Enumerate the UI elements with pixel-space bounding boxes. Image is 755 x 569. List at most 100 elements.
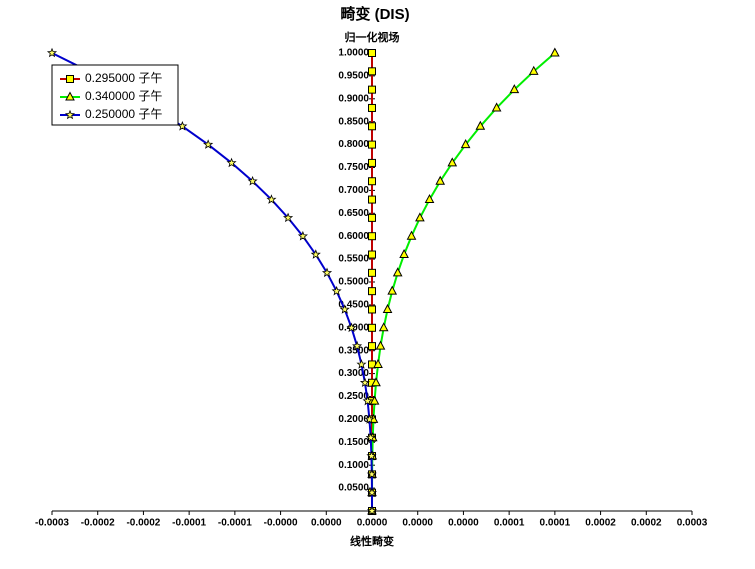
marker <box>368 140 376 149</box>
marker <box>46 47 58 58</box>
marker <box>375 340 386 350</box>
marker <box>368 49 376 57</box>
marker <box>368 342 376 351</box>
y-tick-label: 0.7000 <box>338 185 369 196</box>
marker <box>64 109 76 120</box>
x-tick-label: -0.0000 <box>264 518 298 529</box>
marker <box>406 230 417 240</box>
marker <box>392 267 403 277</box>
marker <box>310 249 321 259</box>
marker <box>368 305 376 314</box>
y-tick-label: 0.9500 <box>338 71 369 82</box>
marker <box>415 212 425 222</box>
marker <box>475 120 486 130</box>
marker <box>368 103 376 112</box>
marker <box>368 287 376 296</box>
marker <box>528 65 539 75</box>
x-tick-label: 0.0002 <box>585 518 616 529</box>
marker <box>509 84 520 94</box>
marker <box>368 85 376 94</box>
x-tick-label: 0.0000 <box>448 518 479 529</box>
y-tick-label: 0.8000 <box>338 139 369 150</box>
marker <box>368 122 376 131</box>
y-tick-label: 0.3000 <box>338 368 369 379</box>
marker <box>368 67 376 76</box>
chart-title: 畸变 (DIS) <box>340 5 409 23</box>
x-tick-label: -0.0002 <box>81 518 115 529</box>
marker <box>366 469 377 479</box>
y-tick-label: 0.2000 <box>338 414 369 425</box>
y-tick-label: 0.0500 <box>338 483 369 494</box>
x-tick-label: 0.0000 <box>402 518 433 529</box>
marker <box>368 323 376 332</box>
marker <box>369 395 380 405</box>
x-tick-label: 0.0001 <box>540 518 571 529</box>
x-tick-label: 0.0002 <box>631 518 662 529</box>
legend-label: 0.295000 子午 <box>85 71 162 85</box>
marker <box>346 322 357 333</box>
marker <box>368 268 376 277</box>
y-tick-label: 0.4500 <box>338 300 369 311</box>
y-tick-label: 1.0000 <box>338 48 369 59</box>
marker <box>373 358 383 368</box>
y-tick-label: 0.2500 <box>338 391 369 402</box>
marker <box>321 267 333 278</box>
marker <box>378 322 389 332</box>
y-tick-label: 0.5000 <box>338 277 369 288</box>
x-tick-label: 0.0003 <box>677 518 708 529</box>
legend-label: 0.250000 子午 <box>85 107 162 121</box>
marker <box>364 414 375 424</box>
marker <box>368 232 376 241</box>
marker <box>366 450 377 461</box>
marker <box>365 432 376 443</box>
x-tick-label: -0.0002 <box>126 518 160 529</box>
series-line <box>371 52 556 512</box>
y-tick-label: 0.9000 <box>338 93 369 104</box>
marker <box>399 248 409 259</box>
marker <box>382 303 393 313</box>
marker <box>368 177 376 186</box>
marker <box>359 377 371 388</box>
marker <box>435 175 446 185</box>
y-axis-label: 归一化视场 <box>345 30 400 44</box>
marker <box>283 212 294 223</box>
x-axis-label: 线性畸变 <box>350 534 394 548</box>
x-tick-label: -0.0001 <box>172 518 206 529</box>
marker <box>356 359 367 369</box>
x-tick-label: -0.0003 <box>35 518 69 529</box>
y-tick-label: 0.8500 <box>338 116 369 127</box>
marker <box>550 47 560 57</box>
marker <box>460 139 471 149</box>
marker <box>366 487 378 497</box>
legend-label: 0.340000 子午 <box>85 89 162 103</box>
marker <box>362 395 373 406</box>
marker <box>66 75 74 83</box>
marker <box>424 193 435 204</box>
marker <box>371 377 381 387</box>
x-tick-label: 0.0000 <box>311 518 342 529</box>
marker <box>297 230 308 241</box>
y-tick-label: 0.5500 <box>338 254 369 265</box>
marker <box>226 157 237 168</box>
marker <box>368 213 376 222</box>
y-tick-label: 0.3500 <box>338 345 369 356</box>
marker <box>65 91 75 101</box>
marker <box>203 139 214 149</box>
marker <box>368 195 376 204</box>
marker <box>447 157 458 167</box>
y-tick-label: 0.1500 <box>338 437 369 448</box>
marker <box>331 285 342 296</box>
y-tick-label: 0.1000 <box>338 460 369 471</box>
marker <box>177 120 188 131</box>
y-tick-label: 0.6500 <box>338 208 369 219</box>
x-tick-label: 0.0000 <box>357 518 388 529</box>
x-tick-label: 0.0001 <box>494 518 525 529</box>
marker <box>491 102 502 112</box>
y-tick-label: 0.7500 <box>338 162 369 173</box>
marker <box>368 158 376 167</box>
marker <box>339 304 350 314</box>
x-tick-label: -0.0001 <box>218 518 252 529</box>
y-tick-label: 0.6000 <box>338 231 369 242</box>
marker <box>387 285 398 295</box>
